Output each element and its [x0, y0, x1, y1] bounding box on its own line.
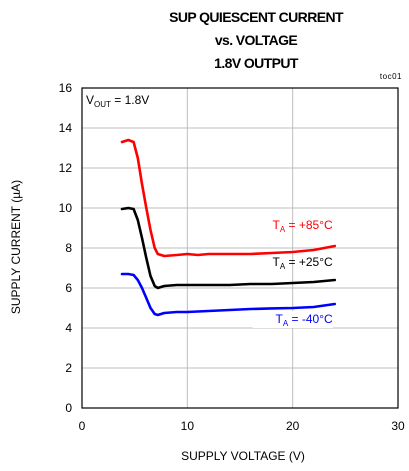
series-label-main: T — [273, 218, 281, 232]
series-label-sub: A — [280, 225, 286, 234]
y-axis-label: SUPPLY CURRENT (µA) — [9, 180, 23, 314]
x-tick-label: 0 — [79, 419, 86, 433]
condition-sub: OUT — [94, 100, 111, 109]
y-tick-label: 14 — [59, 121, 73, 135]
chart-title-line-2: vs. VOLTAGE — [215, 32, 298, 48]
series-label-rest: = +25°C — [285, 255, 333, 269]
series-label: TA = -40°C — [276, 312, 334, 328]
condition-rest: = 1.8V — [111, 93, 149, 107]
y-tick-label: 10 — [59, 201, 73, 215]
condition-main: V — [86, 93, 94, 107]
condition-label: VOUT = 1.8V — [86, 93, 149, 109]
x-tick-label: 30 — [391, 419, 405, 433]
y-tick-label: 6 — [65, 281, 72, 295]
series-label-sub: A — [280, 262, 286, 271]
series-label-main: T — [273, 255, 281, 269]
x-tick-label: 20 — [286, 419, 300, 433]
figure-id: toc01 — [380, 72, 402, 81]
series-label: TA = +85°C — [273, 218, 334, 234]
series-line — [120, 206, 337, 290]
y-tick-label: 0 — [65, 401, 72, 415]
y-tick-label: 4 — [65, 321, 72, 335]
plot-frame — [81, 87, 399, 409]
series-label-rest: = -40°C — [288, 312, 333, 326]
series-label-main: T — [276, 312, 284, 326]
series-label-sub: A — [283, 319, 289, 328]
grid — [81, 87, 399, 409]
series-label: TA = +25°C — [273, 255, 334, 271]
series-labels: TA = +85°CTA = +25°CTA = -40°C — [252, 218, 334, 328]
series-lines — [120, 138, 337, 317]
x-tick-label: 10 — [181, 419, 195, 433]
y-tick-label: 2 — [65, 361, 72, 375]
chart-title-line-1: SUP QUIESCENT CURRENT — [169, 9, 344, 25]
series-label-background — [252, 311, 333, 328]
y-tick-label: 12 — [59, 161, 73, 175]
y-tick-label: 8 — [65, 241, 72, 255]
series-label-rest: = +85°C — [285, 218, 333, 232]
y-tick-label: 16 — [59, 81, 73, 95]
series-line — [120, 272, 337, 317]
chart-title-line-3: 1.8V OUTPUT — [214, 55, 299, 71]
x-axis-label: SUPPLY VOLTAGE (V) — [181, 449, 305, 463]
tick-labels: 0 10 20 30 0 2 4 6 8 10 12 14 16 — [59, 81, 405, 433]
series-line — [120, 138, 337, 258]
